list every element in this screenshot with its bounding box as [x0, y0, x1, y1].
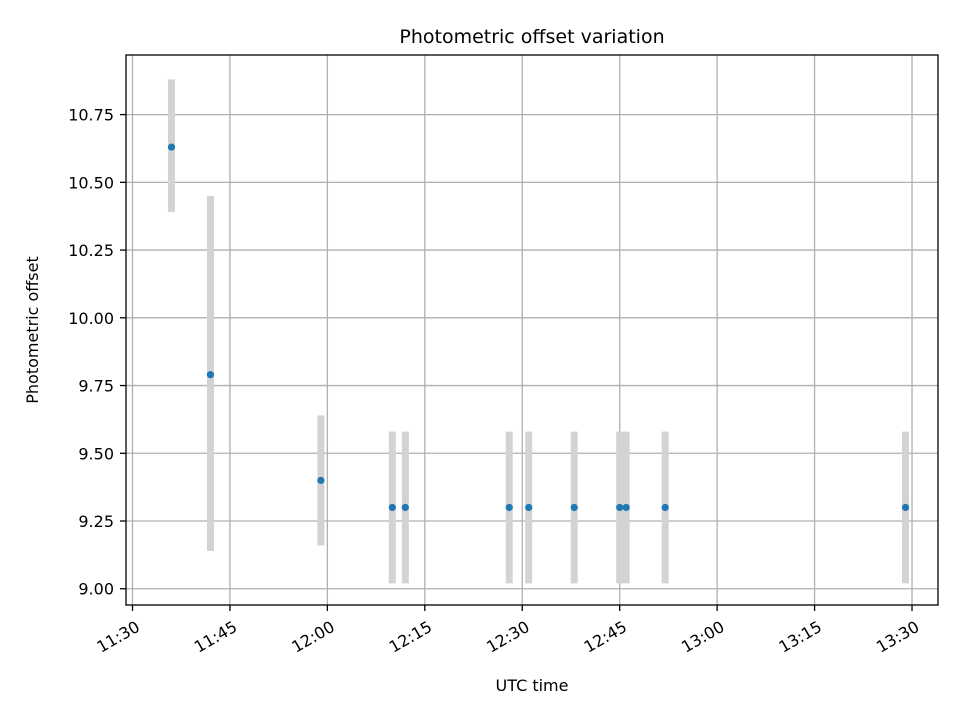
data-point [505, 503, 513, 512]
data-point [616, 503, 624, 512]
data-point [570, 503, 578, 512]
plot-area-frame [125, 54, 939, 606]
y-tick-label: 10.75 [68, 106, 114, 125]
x-axis-title: UTC time [496, 676, 569, 695]
x-tick-label: 13:30 [873, 617, 922, 657]
x-axis-ticks: 11:30 11:45 12:00 12:15 12:30 12:45 13:00 13:15… [93, 605, 922, 657]
data-point [401, 503, 409, 512]
grid-lines [126, 55, 938, 605]
y-tick-label: 10.25 [68, 241, 114, 260]
x-tick-label: 12:45 [581, 617, 630, 657]
data-point [206, 371, 215, 379]
data-point [317, 476, 325, 484]
x-tick-label: 11:45 [191, 617, 240, 657]
y-axis-ticks: 9.00 9.25 9.50 9.75 10.00 10.25 10.50 10.75 [68, 106, 126, 599]
data-points [167, 143, 910, 512]
data-point [525, 503, 533, 512]
data-point [901, 503, 910, 512]
y-tick-label: 9.25 [78, 512, 114, 531]
data-point [622, 503, 630, 512]
x-tick-label: 13:00 [678, 617, 727, 657]
y-tick-label: 10.00 [68, 309, 114, 328]
data-point [167, 143, 176, 151]
y-tick-label: 9.75 [78, 377, 114, 396]
y-tick-label: 9.00 [78, 580, 114, 599]
data-point [388, 503, 396, 512]
data-point [661, 503, 669, 512]
y-axis-title: Photometric offset [23, 256, 42, 404]
y-tick-label: 10.50 [68, 173, 114, 192]
x-tick-label: 12:30 [483, 617, 532, 657]
error-bars [167, 79, 910, 584]
x-tick-label: 11:30 [93, 617, 142, 657]
x-tick-label: 12:00 [288, 617, 337, 657]
chart-title: Photometric offset variation [399, 26, 664, 48]
x-tick-label: 12:15 [386, 617, 435, 657]
x-tick-label: 13:15 [776, 617, 825, 657]
y-tick-label: 9.50 [78, 444, 114, 463]
